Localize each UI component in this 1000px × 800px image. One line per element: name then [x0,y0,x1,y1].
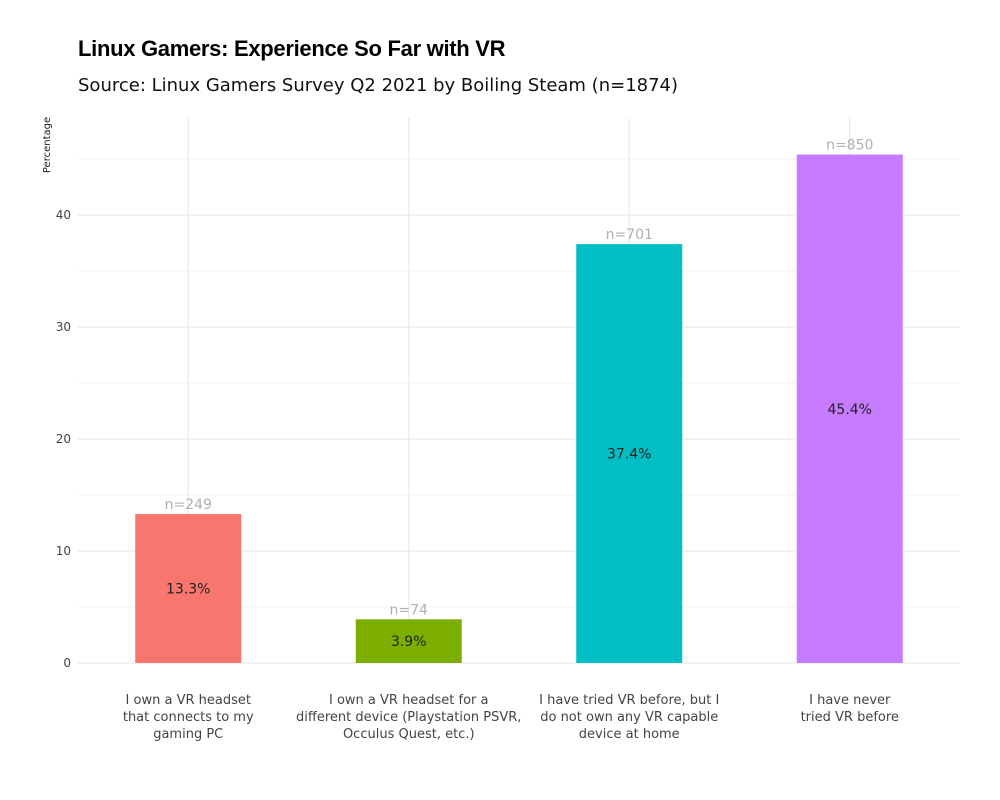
x-tick-label-line: Occulus Quest, etc.) [343,727,475,742]
bar [135,514,242,663]
chart-title: Linux Gamers: Experience So Far with VR [78,36,506,61]
x-tick-label-line: I have tried VR before, but I [539,693,719,708]
x-tick-label: I own a VR headset for a different device… [296,693,521,742]
value-label: 3.9% [391,634,427,650]
x-tick-label: I have tried VR before, but I do not own … [539,693,719,742]
count-label: n=850 [826,138,873,154]
count-label: n=74 [390,602,429,618]
x-tick-label-line: gaming PC [153,727,223,742]
value-label: 45.4% [828,402,872,418]
value-label: 13.3% [166,582,210,598]
chart-subtitle: Source: Linux Gamers Survey Q2 2021 by B… [78,75,679,96]
bar [796,154,903,663]
x-tick-label-line: device at home [579,727,680,742]
x-tick-label-line: I own a VR headset for a [329,693,489,708]
count-label: n=249 [165,497,212,513]
value-label: 37.4% [607,447,651,463]
x-tick-label-line: tried VR before [801,710,899,725]
y-tick-label: 10 [56,544,71,558]
y-tick-label: 0 [63,656,71,670]
y-axis-label: Percentage [42,117,53,173]
x-tick-label-line: I have never [809,693,891,708]
y-tick-label: 20 [56,432,71,446]
bar [355,619,462,663]
x-tick-label-line: I own a VR headset [126,693,251,708]
x-tick-label: I have never tried VR before [801,693,899,725]
x-tick-label: I own a VR headset that connects to my gam… [123,693,254,742]
bar [576,244,683,663]
y-tick-label: 40 [56,208,71,222]
x-tick-label-line: that connects to my [123,710,254,725]
x-tick-label-line: different device (Playstation PSVR, [296,710,521,725]
y-tick-label: 30 [56,320,71,334]
x-tick-label-line: do not own any VR capable [540,710,718,725]
count-label: n=701 [606,227,653,243]
